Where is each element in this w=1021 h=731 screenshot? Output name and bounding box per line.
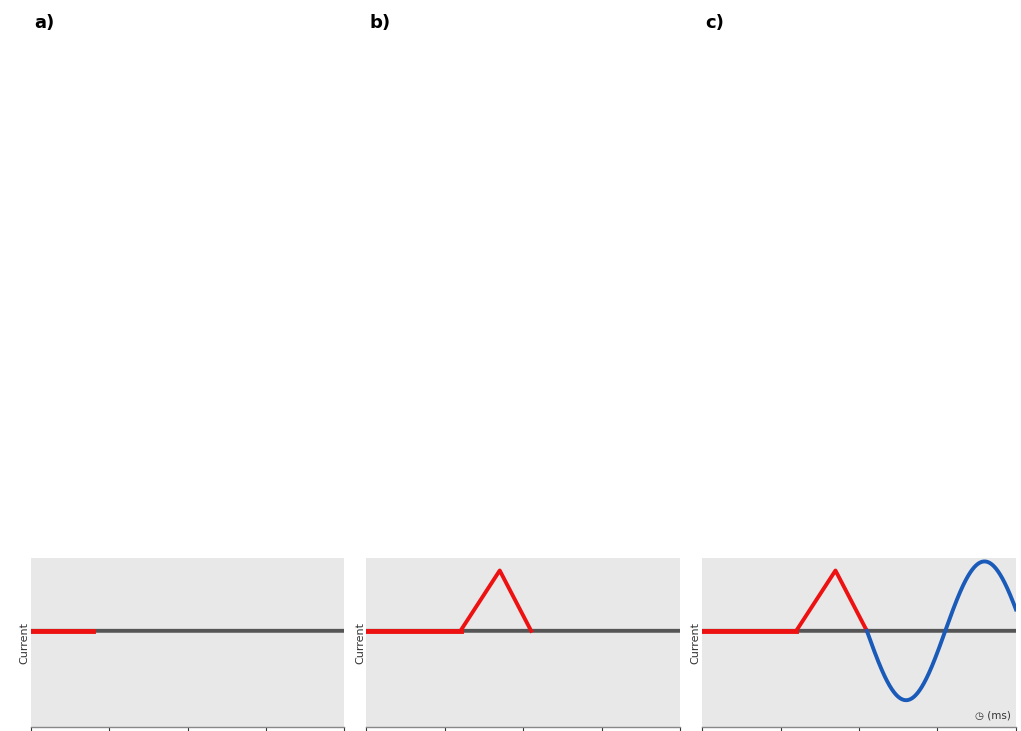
- Y-axis label: Current: Current: [355, 622, 364, 664]
- Text: a): a): [34, 15, 54, 32]
- Text: b): b): [370, 15, 391, 32]
- Text: c): c): [706, 15, 724, 32]
- Text: ◷ (ms): ◷ (ms): [975, 711, 1011, 721]
- Y-axis label: Current: Current: [691, 622, 700, 664]
- Y-axis label: Current: Current: [19, 622, 30, 664]
